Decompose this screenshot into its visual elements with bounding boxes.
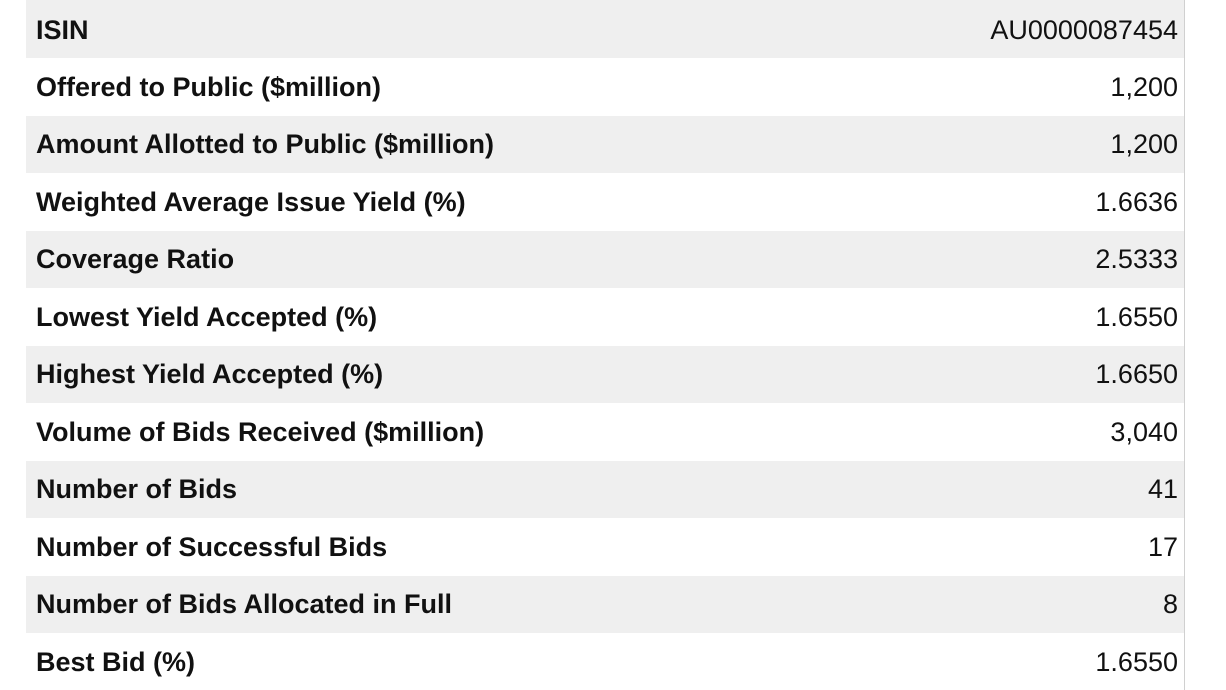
- row-label: Amount Allotted to Public ($million): [26, 115, 796, 173]
- row-label: Highest Yield Accepted (%): [26, 345, 796, 403]
- row-label: Weighted Average Issue Yield (%): [36, 186, 466, 217]
- table-row-lowest-yield: Lowest Yield Accepted (%) 1.6550: [26, 288, 1184, 346]
- row-value: 8: [796, 575, 1184, 633]
- row-label: Coverage Ratio: [26, 230, 796, 288]
- row-value: 2.5333: [796, 230, 1184, 288]
- table-row-successful-bids: Number of Successful Bids 17: [26, 518, 1184, 576]
- table-row-number-of-bids: Number of Bids 41: [26, 460, 1184, 518]
- table-row-offered-to-public: Offered to Public ($million) 1,200: [26, 58, 1184, 116]
- tender-results-table: ISIN AU0000087454 Offered to Public ($mi…: [26, 0, 1184, 690]
- row-value: 41: [796, 460, 1184, 518]
- row-value: 1,200: [1110, 71, 1178, 102]
- row-label: Best Bid (%): [36, 646, 196, 677]
- table-row-best-bid: Best Bid (%) 1.6550: [26, 633, 1184, 690]
- row-label: Lowest Yield Accepted (%): [36, 301, 378, 332]
- row-label: Volume of Bids Received ($million): [36, 416, 485, 447]
- table-row-amount-allotted: Amount Allotted to Public ($million) 1,2…: [26, 115, 1184, 173]
- row-value: AU0000087454: [796, 0, 1184, 58]
- tender-results-table-container: ISIN AU0000087454 Offered to Public ($mi…: [26, 0, 1185, 690]
- row-value: 1.6636: [1095, 186, 1178, 217]
- row-value: 1.6550: [1095, 301, 1178, 332]
- table-row-isin: ISIN AU0000087454: [26, 0, 1184, 58]
- table-row-highest-yield: Highest Yield Accepted (%) 1.6650: [26, 345, 1184, 403]
- row-value: 1.6650: [796, 345, 1184, 403]
- row-label: Number of Successful Bids: [36, 531, 388, 562]
- row-label: Number of Bids: [26, 460, 796, 518]
- row-value: 1.6550: [1095, 646, 1178, 677]
- row-value: 17: [1147, 531, 1178, 562]
- table-row-coverage-ratio: Coverage Ratio 2.5333: [26, 230, 1184, 288]
- row-label: Offered to Public ($million): [36, 71, 382, 102]
- table-row-volume-of-bids: Volume of Bids Received ($million) 3,040: [26, 403, 1184, 461]
- row-value: 1,200: [796, 115, 1184, 173]
- table-row-bids-allocated-in-full: Number of Bids Allocated in Full 8: [26, 575, 1184, 633]
- row-label: Number of Bids Allocated in Full: [26, 575, 796, 633]
- table-row-weighted-average-yield: Weighted Average Issue Yield (%) 1.6636: [26, 173, 1184, 231]
- row-label: ISIN: [26, 0, 796, 58]
- row-value: 3,040: [1110, 416, 1178, 447]
